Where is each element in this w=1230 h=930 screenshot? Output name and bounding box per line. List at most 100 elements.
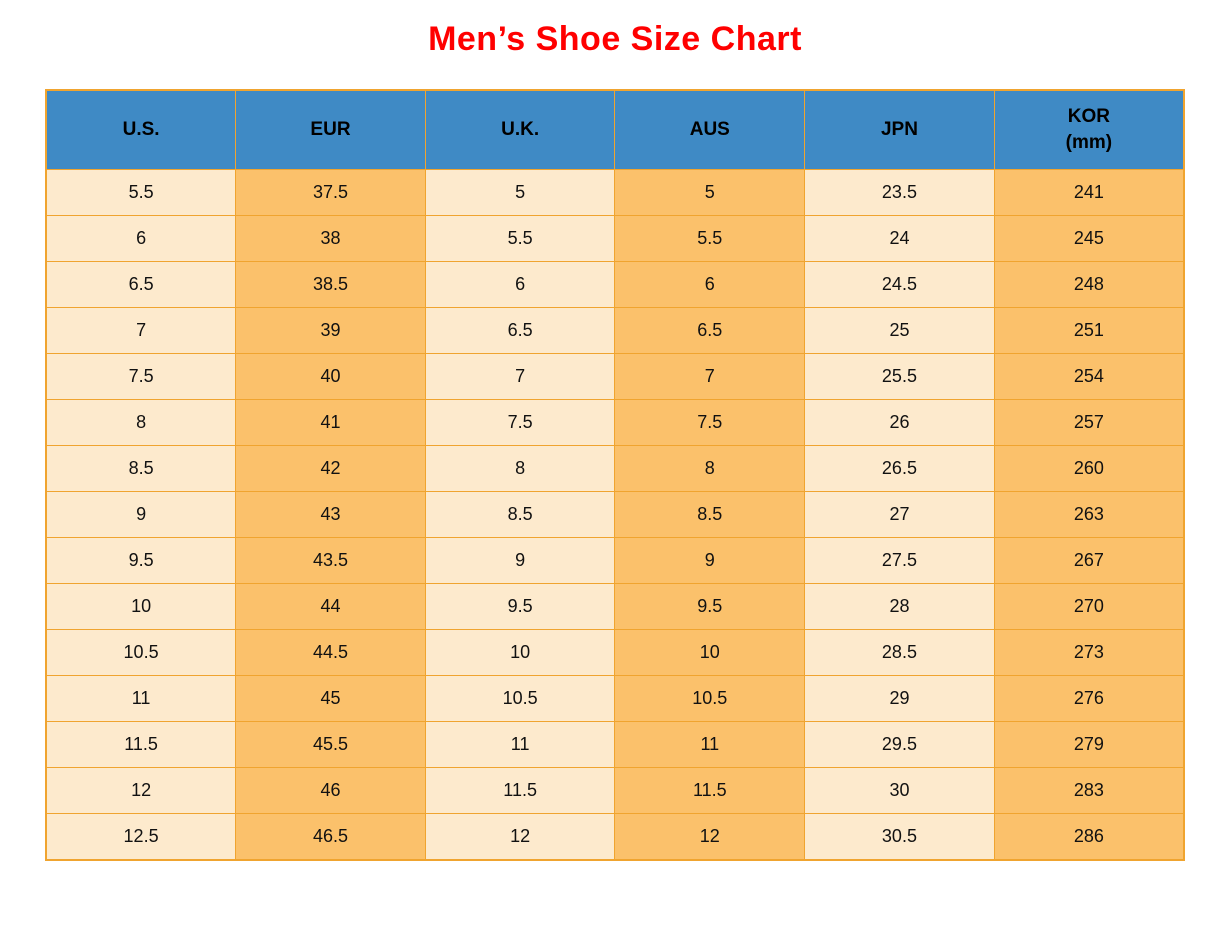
table-cell: 44.5 [235,629,426,676]
table-cell: 8.5 [424,491,616,538]
table-cell: 10 [424,629,616,676]
table-cell: 7.5 [45,353,237,400]
table-header: U.S. EUR U.K. AUS JPN KOR (mm) [45,89,1185,170]
table-cell: 8 [45,399,237,446]
table-cell: 245 [993,215,1185,262]
table-cell: 270 [993,583,1185,630]
page-title: Men’s Shoe Size Chart [428,20,802,58]
table-cell: 28 [804,583,995,630]
table-cell: 7 [45,307,237,354]
table-cell: 9 [45,491,237,538]
table-cell: 283 [993,767,1185,814]
table-cell: 39 [235,307,426,354]
table-cell: 28.5 [804,629,995,676]
table-row: 11.5 45.5 11 11 29.5 279 [45,721,1185,768]
column-header-us: U.S. [45,89,237,170]
table-cell: 6.5 [45,261,237,308]
table-cell: 260 [993,445,1185,492]
table-cell: 5 [614,169,806,216]
table-cell: 263 [993,491,1185,538]
table-cell: 11.5 [614,767,806,814]
table-cell: 10.5 [45,629,237,676]
table-cell: 257 [993,399,1185,446]
table-cell: 241 [993,169,1185,216]
table-cell: 38 [235,215,426,262]
column-header-label: U.S. [122,119,160,141]
table-cell: 286 [993,813,1185,861]
table-cell: 9.5 [614,583,806,630]
column-header-label: EUR [310,119,351,141]
table-cell: 6 [614,261,806,308]
table-cell: 5.5 [424,215,616,262]
table-row: 9 43 8.5 8.5 27 263 [45,491,1185,538]
table-cell: 44 [235,583,426,630]
table-cell: 276 [993,675,1185,722]
table-row: 10 44 9.5 9.5 28 270 [45,583,1185,630]
table-cell: 46 [235,767,426,814]
table-cell: 248 [993,261,1185,308]
table-cell: 8.5 [45,445,237,492]
table-cell: 11 [614,721,806,768]
table-row: 10.5 44.5 10 10 28.5 273 [45,629,1185,676]
table-cell: 9 [614,537,806,584]
table-cell: 7 [614,353,806,400]
table-cell: 38.5 [235,261,426,308]
table-cell: 12 [614,813,806,861]
table-row: 8 41 7.5 7.5 26 257 [45,399,1185,446]
table-cell: 25 [804,307,995,354]
table-cell: 43 [235,491,426,538]
table-row: 7 39 6.5 6.5 25 251 [45,307,1185,354]
table-cell: 27.5 [804,537,995,584]
table-cell: 23.5 [804,169,995,216]
table-cell: 12 [424,813,616,861]
table-cell: 45.5 [235,721,426,768]
table-body: 5.5 37.5 5 5 23.5 241 6 38 5.5 5.5 24 245 6.5 38.5 6 6 2… [45,169,1185,861]
table-cell: 42 [235,445,426,492]
table-cell: 6 [45,215,237,262]
table-row: 5.5 37.5 5 5 23.5 241 [45,169,1185,216]
table-cell: 29.5 [804,721,995,768]
table-cell: 5.5 [45,169,237,216]
page: Men’s Shoe Size Chart U.S. EUR U.K. AUS JPN K… [0,20,1230,930]
table-cell: 10 [45,583,237,630]
table-cell: 8 [614,445,806,492]
table-cell: 8 [424,445,616,492]
table-cell: 11 [424,721,616,768]
table-row: 12 46 11.5 11.5 30 283 [45,767,1185,814]
table-cell: 29 [804,675,995,722]
table-cell: 6.5 [614,307,806,354]
table-row: 8.5 42 8 8 26.5 260 [45,445,1185,492]
column-header-label: AUS [689,119,730,141]
table-cell: 273 [993,629,1185,676]
table-cell: 30 [804,767,995,814]
column-header-jpn: JPN [804,89,995,170]
table-cell: 46.5 [235,813,426,861]
table-cell: 26.5 [804,445,995,492]
table-cell: 43.5 [235,537,426,584]
table-cell: 6.5 [424,307,616,354]
table-row: 6 38 5.5 5.5 24 245 [45,215,1185,262]
table-cell: 9.5 [45,537,237,584]
table-cell: 10.5 [614,675,806,722]
column-header-label: JPN [880,119,918,141]
table-cell: 12.5 [45,813,237,861]
table-cell: 25.5 [804,353,995,400]
table-cell: 7.5 [424,399,616,446]
shoe-size-table: U.S. EUR U.K. AUS JPN KOR (mm) 5.5 37.5 5 5 23.5 24… [45,89,1185,861]
table-cell: 5 [424,169,616,216]
table-row: 9.5 43.5 9 9 27.5 267 [45,537,1185,584]
table-cell: 267 [993,537,1185,584]
table-cell: 251 [993,307,1185,354]
table-cell: 279 [993,721,1185,768]
column-header-sublabel: (mm) [1065,132,1113,153]
column-header-label: KOR [1067,106,1110,128]
table-row: 7.5 40 7 7 25.5 254 [45,353,1185,400]
table-cell: 24.5 [804,261,995,308]
table-cell: 45 [235,675,426,722]
table-cell: 7 [424,353,616,400]
column-header-uk: U.K. [424,89,616,170]
table-cell: 12 [45,767,237,814]
table-header-row: U.S. EUR U.K. AUS JPN KOR (mm) [45,89,1185,170]
table-cell: 27 [804,491,995,538]
table-cell: 11 [45,675,237,722]
